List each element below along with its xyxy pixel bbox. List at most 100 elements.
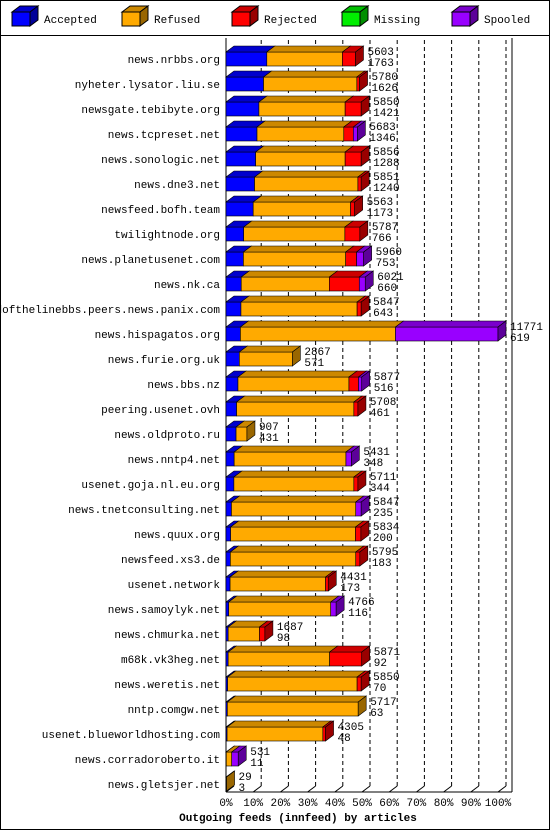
legend-swatch	[122, 12, 140, 26]
bar-face	[243, 252, 345, 266]
bar-segment	[240, 321, 403, 341]
bar-face	[238, 371, 357, 377]
bar-face	[267, 46, 351, 52]
bar-face	[331, 602, 336, 616]
y-tick-label: newsfeed.xs3.de	[121, 555, 220, 567]
bar-face	[329, 277, 359, 291]
x-tick-label: 30%	[298, 798, 318, 810]
bar-segment	[229, 596, 339, 616]
bar-segment	[267, 46, 351, 66]
bar-face	[264, 77, 357, 91]
bar-face	[226, 46, 275, 52]
bar-segment	[255, 171, 366, 191]
value-label: 461	[370, 408, 390, 420]
bar-segment	[228, 646, 337, 666]
x-tick-label: 90%	[461, 798, 481, 810]
bar-segment	[239, 346, 300, 366]
x-tick-label: 10%	[243, 798, 263, 810]
y-tick-label: newsfeed.bofh.team	[101, 205, 220, 217]
value-label: 643	[373, 308, 393, 320]
value-label: 660	[377, 283, 397, 295]
bar-face	[354, 402, 358, 416]
bar-face	[358, 377, 361, 391]
bar-segment	[237, 396, 362, 416]
bar-segment	[234, 446, 354, 466]
legend-label: Missing	[374, 15, 420, 27]
bar-segment	[241, 271, 337, 291]
value-label: 48	[338, 733, 351, 745]
bar-face	[241, 296, 365, 302]
x-tick-label: 60%	[379, 798, 399, 810]
bar-face	[323, 727, 326, 741]
bar-face	[226, 652, 228, 666]
bar-face	[256, 152, 345, 166]
value-label: 1173	[367, 208, 393, 220]
value-label: 344	[370, 483, 390, 495]
bar-face	[226, 202, 253, 216]
bar-face	[226, 402, 237, 416]
bar-face	[226, 627, 228, 641]
x-tick-label: 20%	[270, 798, 290, 810]
bar-face	[226, 227, 244, 241]
value-label: 63	[370, 708, 383, 720]
y-tick-label: news.hispagatos.org	[95, 330, 220, 342]
bar-face	[257, 127, 344, 141]
value-label: 619	[510, 333, 530, 345]
value-label: 98	[277, 633, 290, 645]
bar-face	[237, 396, 362, 402]
bar-segment	[230, 546, 363, 566]
bar-face	[259, 102, 345, 116]
y-tick-label: m68k.vk3heg.net	[121, 655, 220, 667]
bar-face	[342, 52, 355, 66]
bar-face	[346, 452, 351, 466]
bar-segment	[264, 71, 365, 91]
bar-face	[226, 552, 230, 566]
bar-face	[345, 227, 360, 241]
bar-face	[226, 527, 231, 541]
y-tick-label: news.bbs.nz	[147, 380, 220, 392]
value-label: 183	[372, 558, 392, 570]
x-tick-label: 80%	[434, 798, 454, 810]
y-tick-label: news.tcpreset.net	[108, 130, 220, 142]
y-tick-label: news.oldproto.ru	[114, 430, 220, 442]
bar-face	[226, 377, 238, 391]
y-tick-label: usenet.goja.nl.eu.org	[81, 480, 220, 492]
value-label: 571	[304, 358, 324, 370]
legend-swatch	[12, 12, 30, 26]
bar-face	[234, 452, 346, 466]
bar-face	[226, 352, 239, 366]
bar-face	[344, 127, 354, 141]
bar-face	[230, 546, 363, 552]
x-axis-label: Outgoing feeds (innfeed) by articles	[179, 813, 417, 825]
bar-face	[244, 221, 353, 227]
bar-face	[243, 246, 353, 252]
bar-segment	[395, 321, 506, 341]
value-label: 235	[373, 508, 393, 520]
bar-segment	[253, 196, 358, 216]
bar-face	[257, 121, 352, 127]
y-tick-label: news.planetusenet.com	[81, 255, 220, 267]
bar-face	[226, 102, 259, 116]
bar-face	[346, 252, 357, 266]
x-tick-label: 0%	[219, 798, 233, 810]
bar-segment	[228, 671, 365, 691]
legend-label: Accepted	[44, 15, 97, 27]
bar-face	[232, 752, 239, 766]
bar-segment	[238, 371, 357, 391]
y-tick-label: nyheter.lysator.liu.se	[75, 80, 220, 92]
value-label: 11	[250, 758, 264, 770]
bar-face	[226, 502, 231, 516]
bar-face	[226, 752, 231, 766]
bar-face	[241, 302, 357, 316]
y-tick-label: usenet.blueworldhosting.com	[42, 730, 221, 742]
bar-face	[256, 146, 353, 152]
bar-face	[267, 52, 343, 66]
bar-segment	[231, 521, 364, 541]
bar-segment	[230, 571, 333, 591]
bar-face	[226, 177, 255, 191]
bar-face	[228, 646, 337, 652]
legend-swatch	[452, 12, 470, 26]
bar-face	[231, 527, 356, 541]
bar-face	[230, 571, 333, 577]
legend-label: Refused	[154, 15, 200, 27]
